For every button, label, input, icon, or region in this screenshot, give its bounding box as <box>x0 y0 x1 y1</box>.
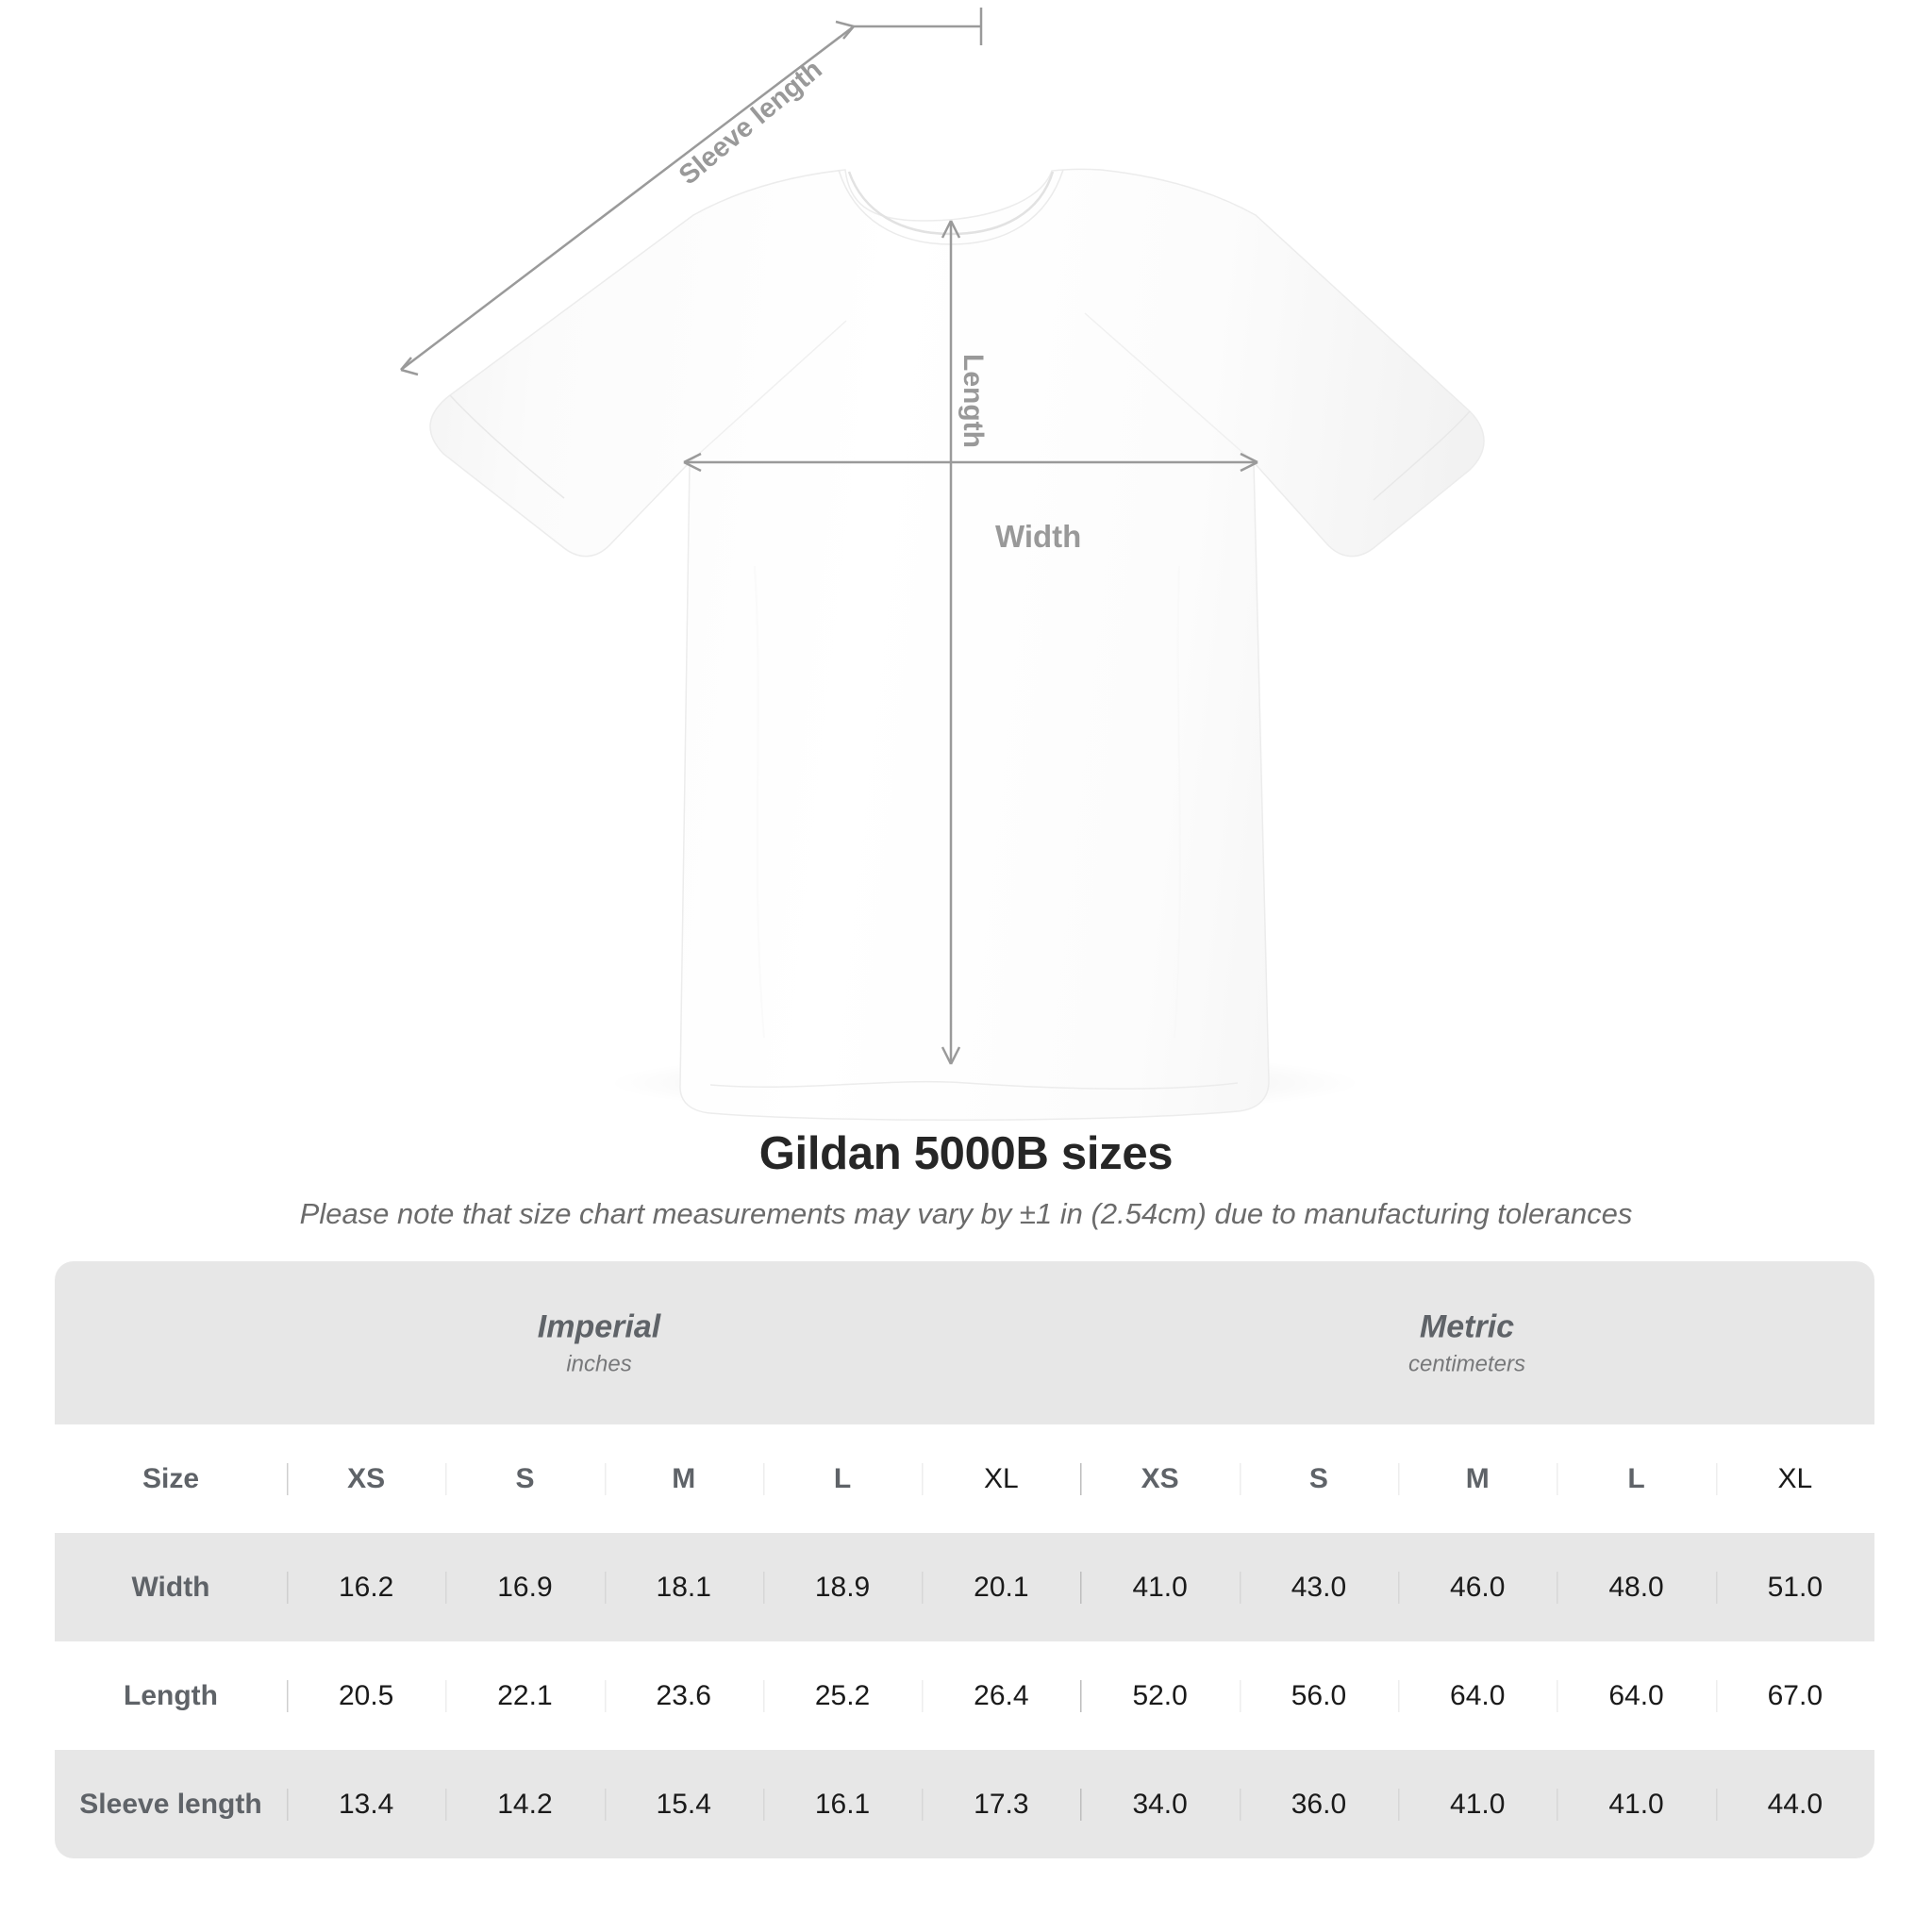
svg-text:Length: Length <box>958 354 989 448</box>
svg-text:Sleeve length: Sleeve length <box>674 55 828 192</box>
svg-text:Width: Width <box>995 519 1081 554</box>
